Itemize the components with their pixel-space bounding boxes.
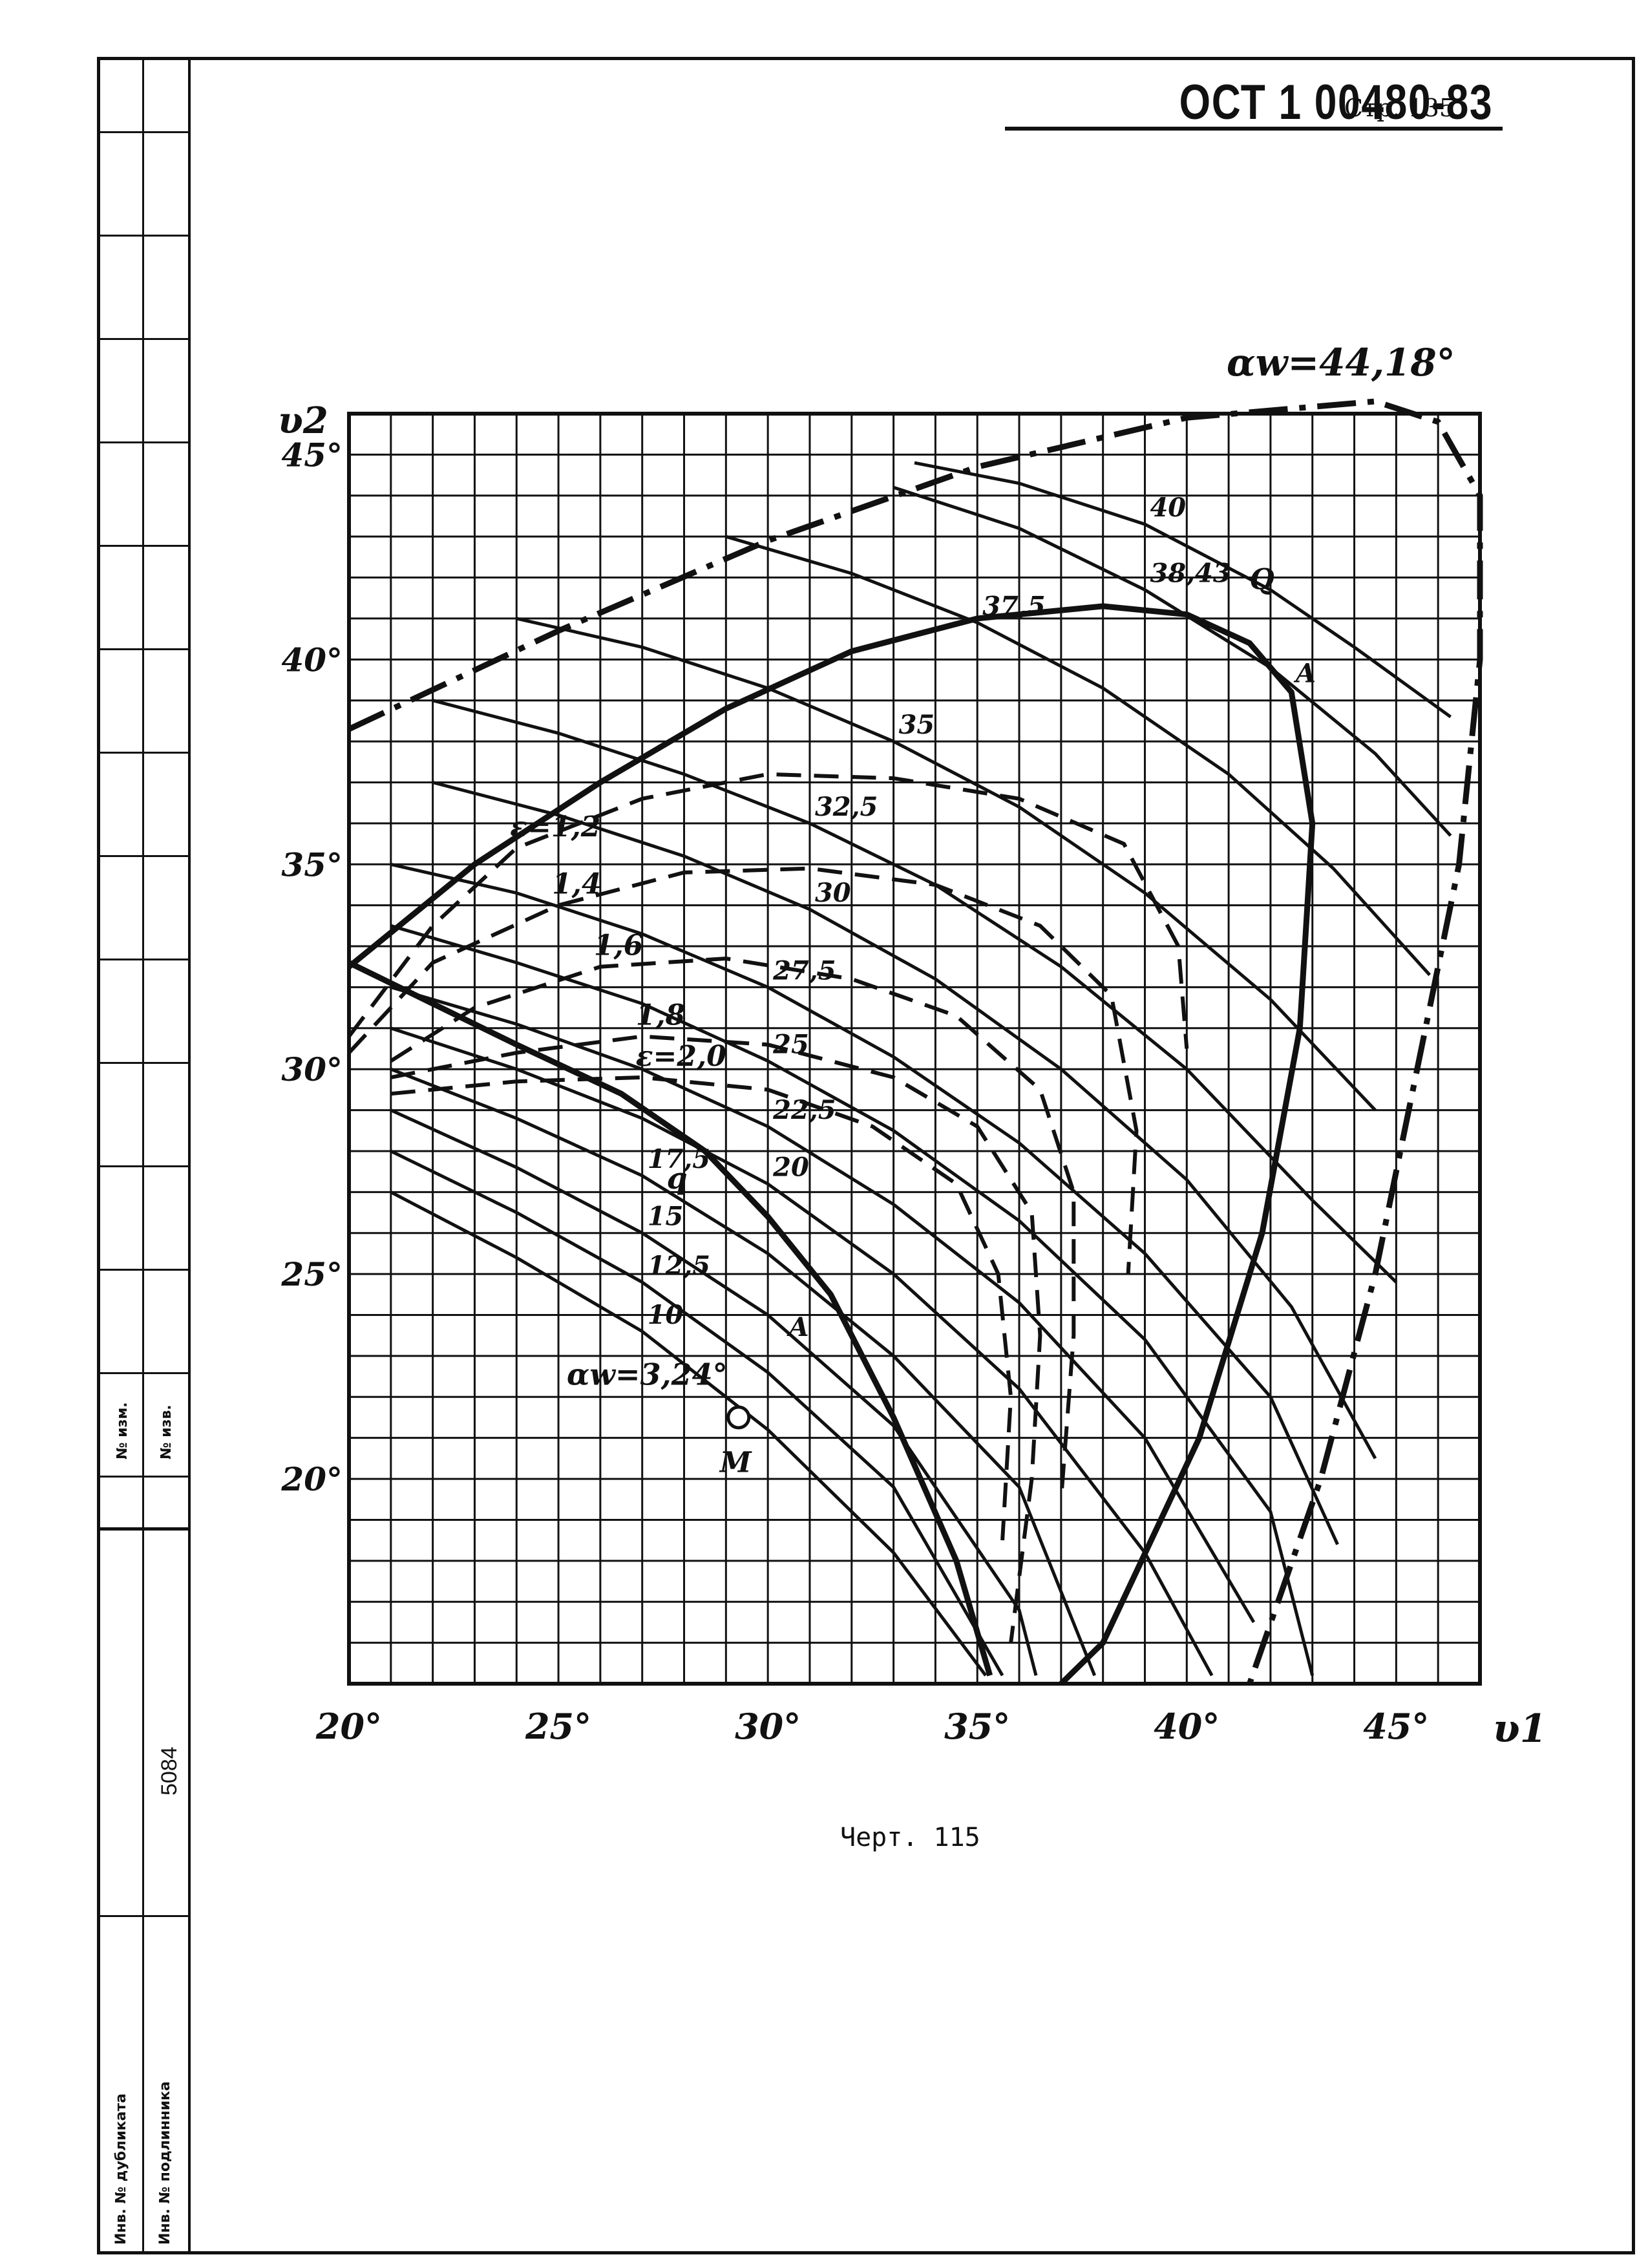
y-tick-label: 45° <box>281 436 343 474</box>
x-tick-label: 35° <box>944 1706 1010 1747</box>
strip-divider <box>100 338 191 340</box>
page-frame: № изм. № изв. 5084 Инв. № дубликата Инв.… <box>97 57 1635 2254</box>
strip-divider <box>100 131 191 133</box>
alpha-curve-label: 17,5 <box>648 1144 710 1174</box>
alpha-curve <box>432 699 1398 1284</box>
alpha-curve <box>390 924 1315 1676</box>
header-underline <box>1005 127 1503 131</box>
boundary-curve <box>347 603 1316 1686</box>
alpha-curve-label: 22,5 <box>772 1095 836 1125</box>
alpha-curve <box>893 485 1452 837</box>
alpha-curve-label: 15 <box>648 1202 684 1232</box>
alpha-curve-label: 20 <box>772 1152 809 1183</box>
alpha-curve <box>390 1149 1004 1677</box>
strip-divider <box>100 959 191 960</box>
epsilon-curve <box>390 1075 1013 1541</box>
strip-divider <box>100 1062 191 1064</box>
strip-divider <box>100 1527 191 1531</box>
x-tick-label: 30° <box>735 1706 801 1747</box>
alpha-curve-label: 35 <box>899 710 935 740</box>
alpha-curve-label: 38,43 <box>1150 558 1231 589</box>
chart-grid <box>347 412 1482 1686</box>
plot-border <box>347 412 1482 1686</box>
alpha-curve <box>390 1191 988 1677</box>
epsilon-curve <box>347 866 1139 1275</box>
strip-divider <box>100 235 191 237</box>
point-marker <box>726 1405 751 1430</box>
strip-divider <box>100 1476 191 1478</box>
epsilon-curve-label: 1,8 <box>636 999 686 1032</box>
revision-strip: № изм. № изв. 5084 Инв. № дубликата Инв.… <box>100 60 191 2251</box>
alpha-curve-label: 10 <box>648 1300 684 1330</box>
point-label: A <box>787 1312 809 1342</box>
strip-divider <box>100 752 191 754</box>
strip-divider <box>100 545 191 547</box>
strip-divider <box>100 1165 191 1167</box>
strip-divider <box>100 1915 191 1917</box>
alpha-curve <box>390 1067 1097 1677</box>
alpha-curve <box>516 617 1377 1112</box>
y-tick-label: 20° <box>280 1460 343 1498</box>
x-tick-label: 45° <box>1363 1706 1429 1747</box>
strip-divider <box>100 855 191 857</box>
alpha-curve-label: 30 <box>815 878 851 908</box>
point-label: M <box>719 1446 752 1479</box>
alpha-curve <box>432 781 1377 1459</box>
strip-divider <box>100 441 191 443</box>
epsilon-curve-label: 1,4 <box>552 868 602 901</box>
y-tick-label: 35° <box>281 845 343 884</box>
point-label: q <box>666 1161 687 1196</box>
strip-divider <box>100 648 191 650</box>
epsilon-curve <box>347 772 1189 1049</box>
strip-column-left <box>100 60 144 2251</box>
alpha-curve <box>390 1026 1214 1677</box>
alpha-curve-label: 12,5 <box>648 1251 710 1281</box>
alpha-curve <box>914 461 1452 719</box>
epsilon-curve <box>390 1034 1042 1643</box>
epsilon-curve-label: ε=2,0 <box>636 1040 727 1073</box>
chart-curves <box>347 398 1483 1686</box>
alpha-curve-label: 40 <box>1150 493 1186 523</box>
strip-divider <box>100 1269 191 1271</box>
alpha-curve-label: 25 <box>772 1030 809 1060</box>
point-label: A <box>1293 659 1316 689</box>
alpha-curve-label: 32,5 <box>815 792 878 822</box>
alpha-curve-label: 27,5 <box>772 955 836 986</box>
boundary-curve <box>348 398 1483 1685</box>
boundary-curve-label: αw=44,18° <box>1227 341 1455 385</box>
epsilon-curve-label: ε=1,2 <box>510 811 600 843</box>
point-label: Q <box>1250 564 1274 597</box>
figure-caption: Черт. 115 <box>840 1823 980 1852</box>
x-tick-label: 20° <box>315 1706 382 1747</box>
epsilon-curve <box>390 956 1076 1500</box>
alpha-curve-label: 37,5 <box>982 591 1045 621</box>
boundary-curve <box>348 960 993 1677</box>
page-label: Стр. 135 <box>1344 94 1455 122</box>
strip-divider <box>100 1372 191 1374</box>
alpha-curve <box>390 986 1256 1624</box>
epsilon-curve-label: 1,6 <box>594 929 644 962</box>
y-tick-label: 30° <box>281 1050 343 1088</box>
x-axis-label: υ1 <box>1493 1706 1547 1752</box>
alpha-curve <box>725 535 1431 977</box>
y-tick-label: 40° <box>281 641 343 679</box>
x-tick-label: 40° <box>1154 1706 1220 1747</box>
alpha-curve <box>390 1108 1038 1676</box>
alpha-curve-label: αw=3,24° <box>567 1357 728 1392</box>
x-tick-label: 25° <box>525 1706 591 1747</box>
document-code: ОСТ 1 00480-83 <box>1179 75 1493 130</box>
y-tick-label: 25° <box>280 1255 343 1293</box>
chart-labels: 20° 25° 30° 35° 40° 45° 20° 25° 30° 35° 40° 45° υ1 υ2… <box>278 341 1547 1752</box>
y-axis-label: υ2 <box>278 399 328 442</box>
